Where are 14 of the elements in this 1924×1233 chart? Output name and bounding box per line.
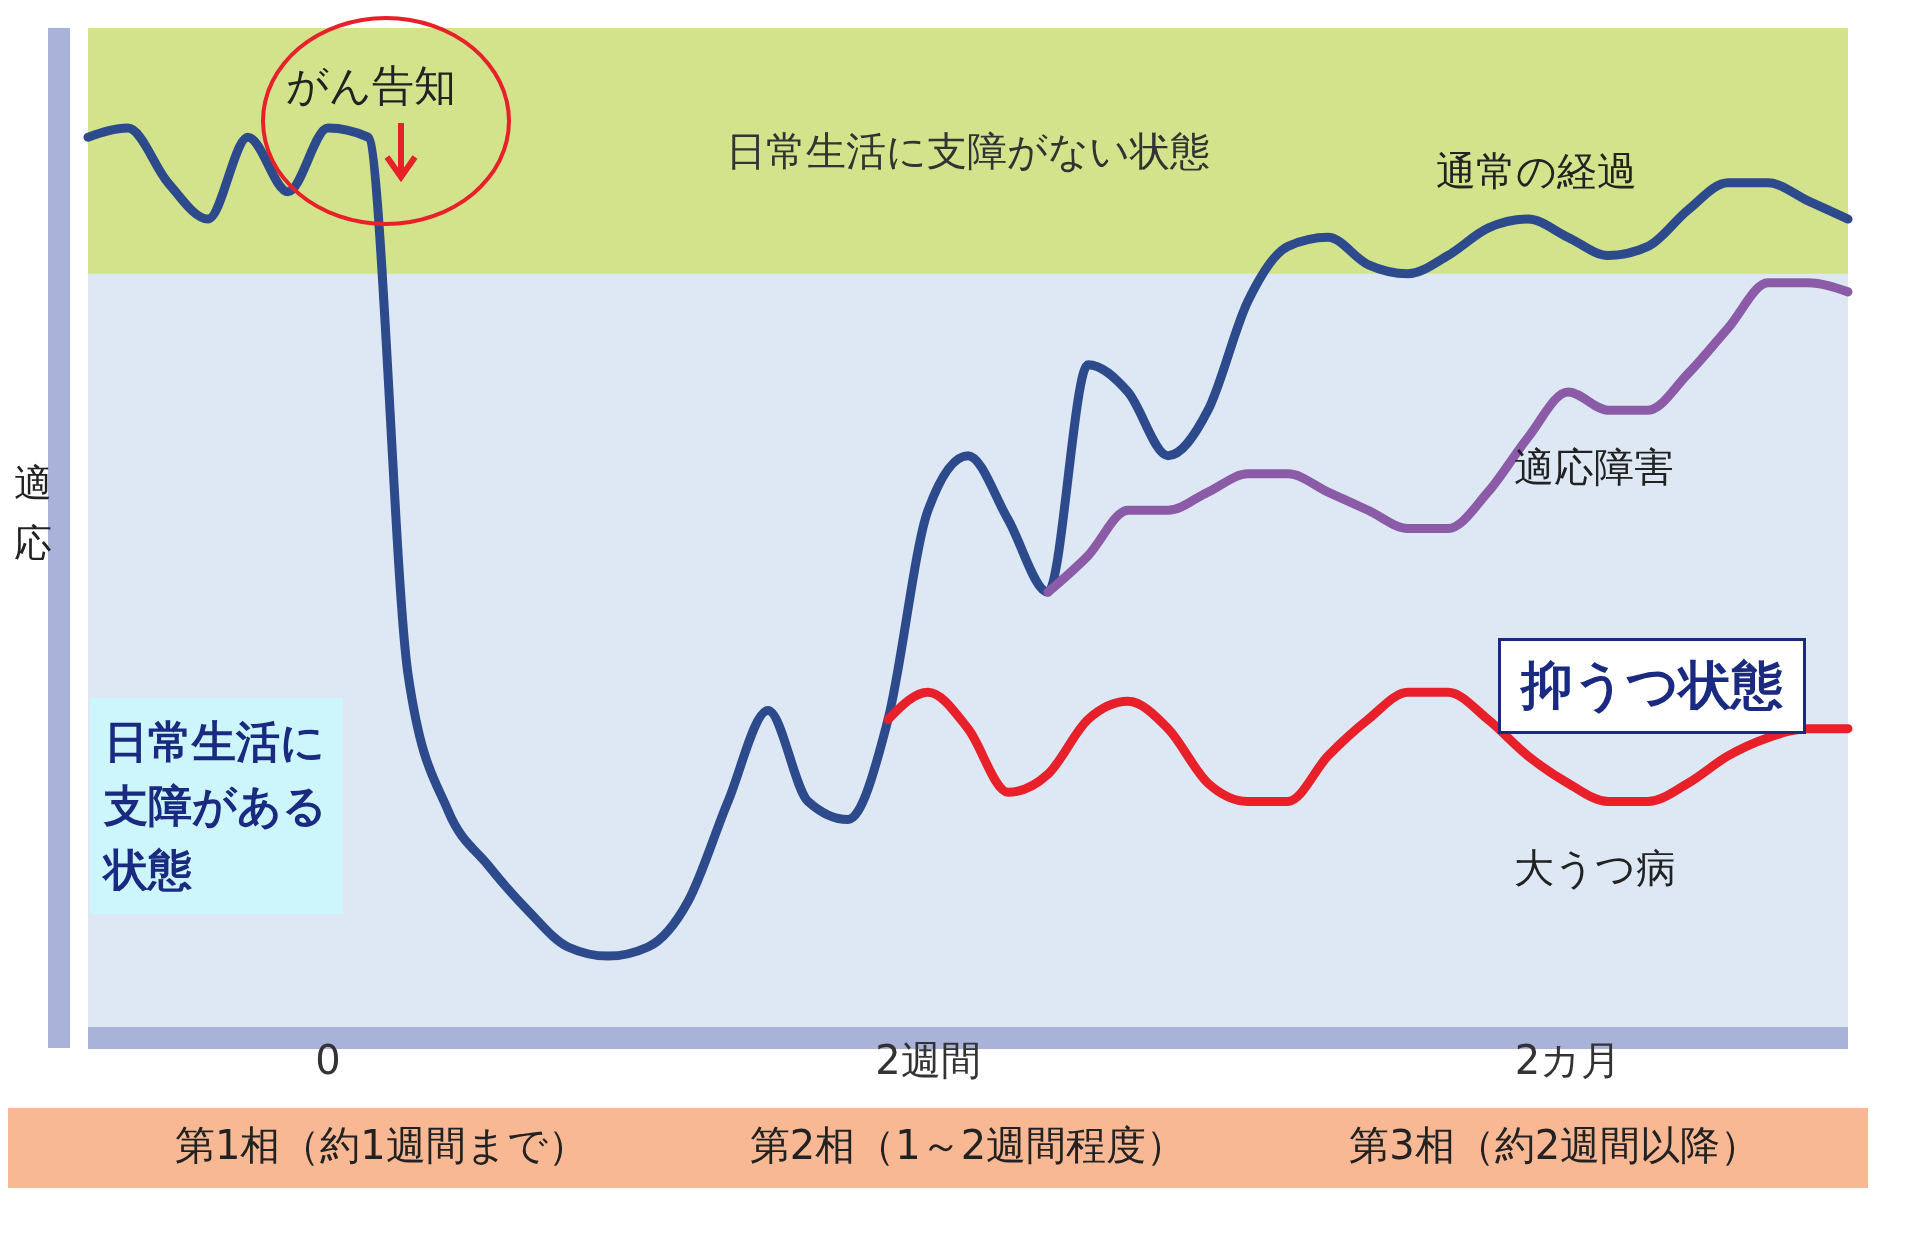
annotation: 日常生活に支障がある状態	[104, 716, 327, 895]
text: がん告知	[285, 61, 456, 110]
series-label: 大うつ病	[1513, 845, 1676, 892]
band-label: 日常生活に支障がない状態	[726, 128, 1210, 175]
series-label: 通常の経過	[1435, 148, 1637, 195]
x-tick-label: 2週間	[875, 1037, 981, 1084]
x-tick-label: 2カ月	[1514, 1037, 1622, 1084]
x-tick-label: 0	[315, 1037, 341, 1084]
text: 第2相（1～2週間程度）	[749, 1122, 1187, 1168]
y-axis-title: 適応	[14, 461, 52, 565]
annotation: 抑うつ状態	[1521, 655, 1783, 715]
series-label: 適応障害	[1513, 444, 1674, 491]
text: 第3相（約2週間以降）	[1349, 1122, 1761, 1168]
text: 第1相（約1週間まで）	[174, 1122, 588, 1168]
